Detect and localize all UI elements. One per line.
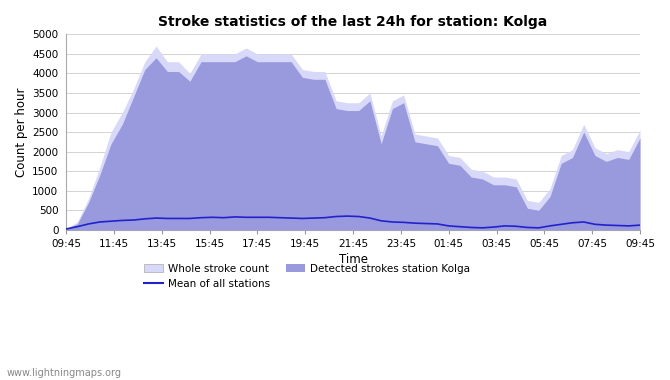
Legend: Whole stroke count, Mean of all stations, Detected strokes station Kolga: Whole stroke count, Mean of all stations… bbox=[140, 260, 474, 293]
Text: www.lightningmaps.org: www.lightningmaps.org bbox=[7, 368, 122, 378]
X-axis label: Time: Time bbox=[338, 253, 368, 266]
Title: Stroke statistics of the last 24h for station: Kolga: Stroke statistics of the last 24h for st… bbox=[158, 15, 547, 29]
Y-axis label: Count per hour: Count per hour bbox=[15, 87, 28, 177]
